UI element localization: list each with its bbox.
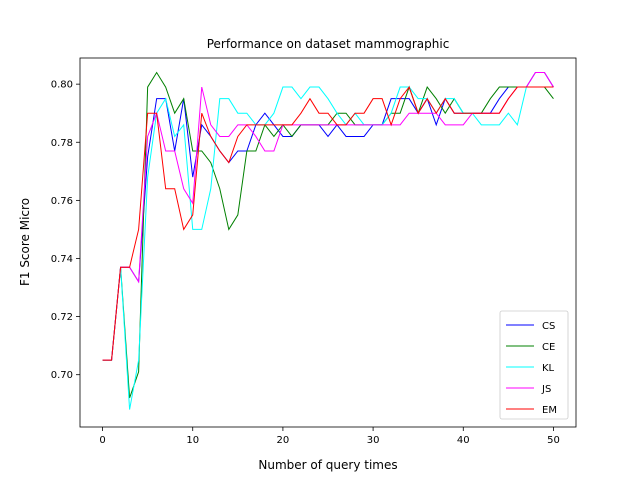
- y-tick-label: 0.70: [51, 370, 73, 381]
- x-axis: 0 10 20 30 40 50: [99, 427, 560, 446]
- plot-frame: [79, 57, 577, 428]
- y-tick-label: 0.78: [51, 138, 73, 149]
- series-line-ce: [102, 71, 554, 399]
- y-tick-label: 0.76: [51, 196, 73, 207]
- legend-label-ce: CE: [542, 342, 555, 353]
- x-tick-label: 50: [547, 435, 560, 446]
- series-line-em: [102, 86, 554, 361]
- legend-label-cs: CS: [542, 321, 555, 332]
- legend-box: [499, 310, 569, 420]
- chart-title: Performance on dataset mammographic: [207, 37, 450, 51]
- series-line-kl: [102, 86, 554, 410]
- x-tick-label: 0: [99, 435, 105, 446]
- x-tick-label: 20: [277, 435, 290, 446]
- legend-label-em: EM: [542, 405, 557, 416]
- legend-label-kl: KL: [542, 363, 555, 374]
- y-axis: 0.70 0.72 0.74 0.76 0.78 0.80: [51, 80, 80, 381]
- plot-area: [102, 71, 554, 410]
- legend: CS CE KL JS EM: [499, 310, 569, 420]
- y-tick-label: 0.72: [51, 312, 73, 323]
- legend-label-js: JS: [541, 384, 551, 395]
- x-tick-label: 30: [367, 435, 380, 446]
- x-tick-label: 10: [186, 435, 199, 446]
- x-tick-label: 40: [457, 435, 470, 446]
- x-axis-label: Number of query times: [258, 458, 397, 472]
- y-tick-label: 0.74: [51, 254, 73, 265]
- y-tick-label: 0.80: [51, 80, 73, 91]
- y-axis-label: F1 Score Micro: [18, 198, 32, 286]
